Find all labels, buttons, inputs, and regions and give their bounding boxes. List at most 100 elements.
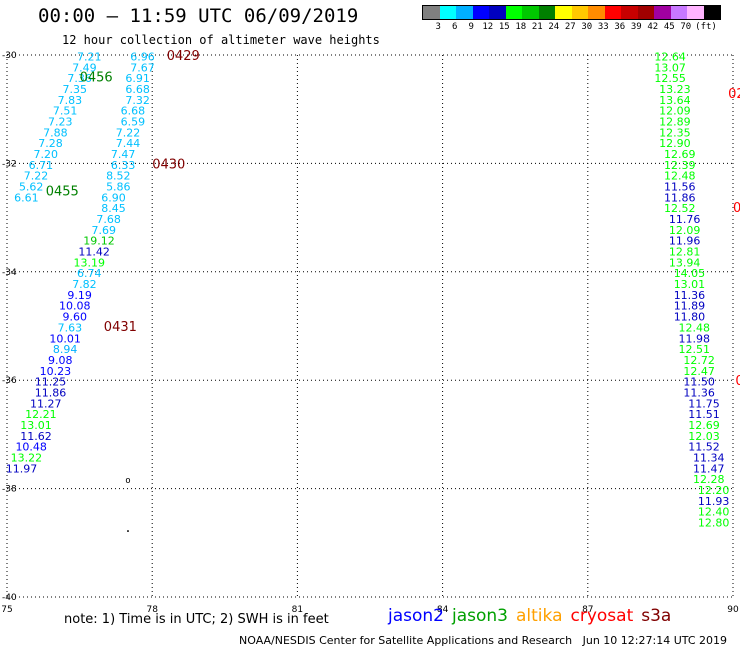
x-tick-label: 75 bbox=[1, 605, 12, 615]
swh-value: 7.68 bbox=[96, 213, 121, 226]
legend-swatch bbox=[439, 6, 456, 19]
legend-label: 12 bbox=[482, 22, 494, 32]
swh-value: 6.90 bbox=[101, 191, 126, 204]
swh-value: 11.62 bbox=[20, 430, 52, 443]
swh-value: 6.91 bbox=[125, 72, 150, 85]
legend-swatch bbox=[654, 6, 671, 19]
swh-value: 11.75 bbox=[688, 397, 720, 410]
swh-value: 12.09 bbox=[669, 224, 701, 237]
legend-swatch bbox=[538, 6, 555, 19]
swh-value: 7.44 bbox=[116, 137, 141, 150]
swh-value: 12.39 bbox=[664, 159, 696, 172]
swh-value: 6.68 bbox=[125, 83, 150, 96]
swh-value: 12.90 bbox=[659, 137, 691, 150]
swh-value: 10.01 bbox=[49, 332, 81, 345]
legend-label: 24 bbox=[548, 22, 560, 32]
time-label: 0429 bbox=[167, 49, 200, 64]
swh-value: 12.69 bbox=[688, 419, 720, 432]
x-tick-label: 78 bbox=[146, 605, 158, 615]
swh-value: 13.19 bbox=[74, 256, 106, 269]
swh-value: 7.20 bbox=[33, 148, 58, 161]
swh-value: 11.27 bbox=[30, 397, 62, 410]
swh-value: 11.50 bbox=[683, 376, 715, 389]
color-legend: 3 6 9 12 15 18 21 24 27 30 33 36 39 42 45 70 (ft) bbox=[422, 5, 721, 32]
legend-label: 45 bbox=[663, 22, 675, 32]
swh-value: 7.69 bbox=[92, 224, 117, 237]
swh-value: 11.89 bbox=[674, 300, 706, 313]
legend-unit: (ft) bbox=[695, 22, 717, 32]
swh-value: 12.64 bbox=[654, 50, 686, 63]
swh-value: 5.62 bbox=[19, 181, 44, 194]
legend-swatch bbox=[588, 6, 605, 19]
swh-value: 9.19 bbox=[67, 289, 92, 302]
y-tick-label: -36 bbox=[2, 376, 17, 386]
swh-value: 7.67 bbox=[130, 61, 155, 74]
swh-value: 10.48 bbox=[15, 441, 47, 454]
time-label: 0430 bbox=[152, 157, 185, 172]
swh-value: 11.76 bbox=[669, 213, 701, 226]
swh-value: 5.86 bbox=[106, 181, 131, 194]
swh-value: 13.64 bbox=[659, 94, 691, 107]
swh-value: 11.96 bbox=[669, 235, 701, 248]
swh-value: 11.97 bbox=[6, 462, 38, 475]
legend-swatch bbox=[670, 6, 687, 19]
legend-label: 6 bbox=[452, 22, 458, 32]
swh-value: 11.36 bbox=[683, 386, 715, 399]
legend-swatch bbox=[456, 6, 473, 19]
swh-value: 12.20 bbox=[698, 484, 730, 497]
page-subtitle: 12 hour collection of altimeter wave hei… bbox=[62, 33, 380, 47]
swh-value: 11.42 bbox=[78, 246, 110, 259]
time-label: 0210 bbox=[728, 87, 740, 102]
x-tick-label: 81 bbox=[292, 605, 303, 615]
legend-labels: 3 6 9 12 15 18 21 24 27 30 33 36 39 42 45 70 (ft) bbox=[422, 20, 721, 32]
swh-value: 19.12 bbox=[83, 235, 115, 248]
satellite-label: altika bbox=[516, 606, 563, 626]
page-title: 00:00 – 11:59 UTC 06/09/2019 bbox=[38, 5, 359, 27]
swh-value: 11.36 bbox=[674, 289, 706, 302]
swh-value: 13.07 bbox=[654, 61, 686, 74]
x-tick-label: 90 bbox=[727, 605, 739, 615]
swh-value: 11.86 bbox=[35, 386, 67, 399]
y-tick-label: -38 bbox=[2, 485, 17, 495]
swh-value: 7.88 bbox=[43, 126, 68, 139]
legend-swatch bbox=[505, 6, 522, 19]
swh-value: 8.45 bbox=[101, 202, 126, 215]
y-tick-label: -30 bbox=[2, 51, 17, 61]
swh-value: 6.68 bbox=[121, 105, 146, 118]
swh-value: 12.72 bbox=[683, 354, 715, 367]
time-label: 021 bbox=[733, 201, 740, 216]
legend-swatch bbox=[703, 6, 720, 19]
swh-value: 12.69 bbox=[664, 148, 696, 161]
legend-swatch bbox=[555, 6, 572, 19]
x-tick-label: 84 bbox=[437, 605, 449, 615]
swh-value: 12.81 bbox=[669, 246, 701, 259]
legend-label: 33 bbox=[597, 22, 609, 32]
swh-value: 7.32 bbox=[125, 94, 150, 107]
y-tick-label: -40 bbox=[2, 593, 17, 603]
swh-value: 12.09 bbox=[659, 105, 691, 118]
swh-value: 7.82 bbox=[72, 278, 97, 291]
legend-label: 9 bbox=[468, 22, 474, 32]
swh-value: 12.52 bbox=[664, 202, 696, 215]
swh-value: 11.56 bbox=[664, 181, 696, 194]
swh-value: 13.01 bbox=[674, 278, 706, 291]
swh-value: 13.01 bbox=[20, 419, 52, 432]
legend-swatch bbox=[687, 6, 704, 19]
satellite-label: s3a bbox=[641, 606, 672, 626]
legend-label: 27 bbox=[564, 22, 576, 32]
swh-value: 7.49 bbox=[72, 61, 97, 74]
swh-value: 6.59 bbox=[121, 115, 146, 128]
swh-value: 12.89 bbox=[659, 115, 691, 128]
swh-value: 11.52 bbox=[688, 441, 720, 454]
legend-swatch bbox=[423, 6, 440, 19]
swh-value: 12.28 bbox=[693, 473, 725, 486]
swh-value: 6.74 bbox=[77, 267, 102, 280]
time-label: 0456 bbox=[80, 71, 113, 86]
marker: o bbox=[125, 476, 130, 486]
time-label: 0455 bbox=[46, 185, 79, 200]
legend-label: 70 bbox=[680, 22, 692, 32]
swh-value: 11.47 bbox=[693, 462, 725, 475]
swh-value: 7.36 bbox=[67, 72, 92, 85]
swh-value: 6.96 bbox=[130, 50, 155, 63]
swh-value: 9.60 bbox=[63, 311, 88, 324]
